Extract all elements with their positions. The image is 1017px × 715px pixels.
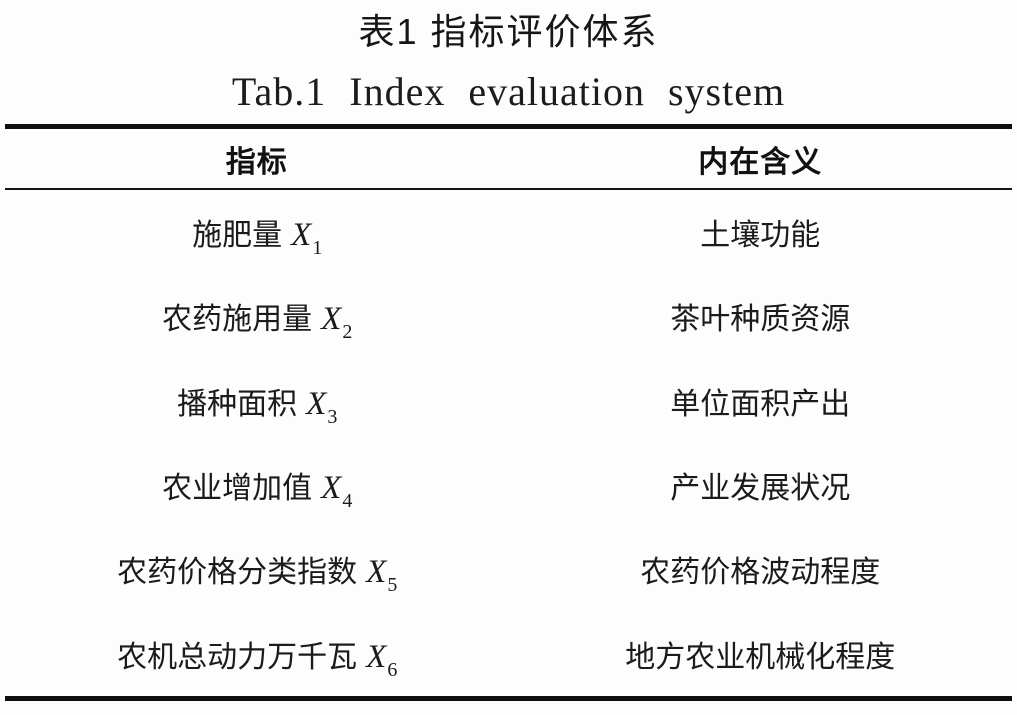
indicator-label: 播种面积 bbox=[177, 387, 298, 421]
header-meaning: 内在含义 bbox=[698, 145, 823, 179]
table-title-chinese: 表1 指标评价体系 bbox=[358, 11, 659, 52]
variable-subscript: 6 bbox=[387, 658, 398, 681]
meaning-cell: 茶叶种质资源 bbox=[670, 303, 851, 337]
variable-subscript: 5 bbox=[387, 574, 398, 597]
indicator-label: 农药施用量 bbox=[162, 303, 313, 337]
header-indicator: 指标 bbox=[225, 145, 288, 179]
table-header-row: 指标 内在含义 bbox=[5, 129, 1012, 190]
variable-symbol: X bbox=[366, 554, 387, 591]
variable-subscript: 1 bbox=[312, 237, 323, 260]
table-row: 施肥量 X1 土壤功能 bbox=[5, 190, 1012, 274]
variable-symbol: X bbox=[366, 638, 387, 675]
meaning-cell: 农药价格波动程度 bbox=[640, 556, 881, 590]
variable-symbol: X bbox=[306, 385, 327, 422]
variable-symbol: X bbox=[321, 301, 342, 338]
indicator-cell: 农机总动力万千瓦 X6 bbox=[5, 632, 509, 681]
table-row: 农药价格分类指数 X5 农药价格波动程度 bbox=[5, 527, 1012, 611]
indicator-cell: 农药价格分类指数 X5 bbox=[5, 547, 509, 596]
variable-subscript: 2 bbox=[342, 321, 353, 344]
variable-symbol: X bbox=[291, 217, 312, 254]
meaning-cell: 单位面积产出 bbox=[670, 387, 851, 421]
table-row: 农药施用量 X2 茶叶种质资源 bbox=[5, 274, 1012, 358]
table-row: 播种面积 X3 单位面积产出 bbox=[5, 359, 1012, 443]
indicator-cell: 农业增加值 X4 bbox=[5, 463, 509, 512]
variable-symbol: X bbox=[321, 470, 342, 507]
table-row: 农业增加值 X4 产业发展状况 bbox=[5, 443, 1012, 527]
meaning-cell: 地方农业机械化程度 bbox=[625, 640, 896, 674]
indicator-cell: 施肥量 X1 bbox=[5, 210, 509, 259]
meaning-cell: 产业发展状况 bbox=[670, 472, 851, 506]
indicator-cell: 农药施用量 X2 bbox=[5, 294, 509, 343]
table-row: 农机总动力万千瓦 X6 地方农业机械化程度 bbox=[5, 611, 1012, 695]
indicator-label: 农机总动力万千瓦 bbox=[117, 640, 358, 674]
index-evaluation-table: 指标 内在含义 施肥量 X1 土壤功能 农药施用量 X2 茶叶种质资源 播种面积 X3… bbox=[5, 124, 1012, 701]
indicator-label: 农药价格分类指数 bbox=[117, 556, 358, 590]
table-title-english: Tab.1 Index evaluation system bbox=[231, 68, 786, 114]
indicator-cell: 播种面积 X3 bbox=[5, 379, 509, 428]
indicator-label: 施肥量 bbox=[192, 219, 283, 253]
variable-subscript: 4 bbox=[342, 490, 353, 513]
meaning-cell: 土壤功能 bbox=[700, 219, 821, 253]
variable-subscript: 3 bbox=[327, 405, 338, 428]
indicator-label: 农业增加值 bbox=[162, 472, 313, 506]
